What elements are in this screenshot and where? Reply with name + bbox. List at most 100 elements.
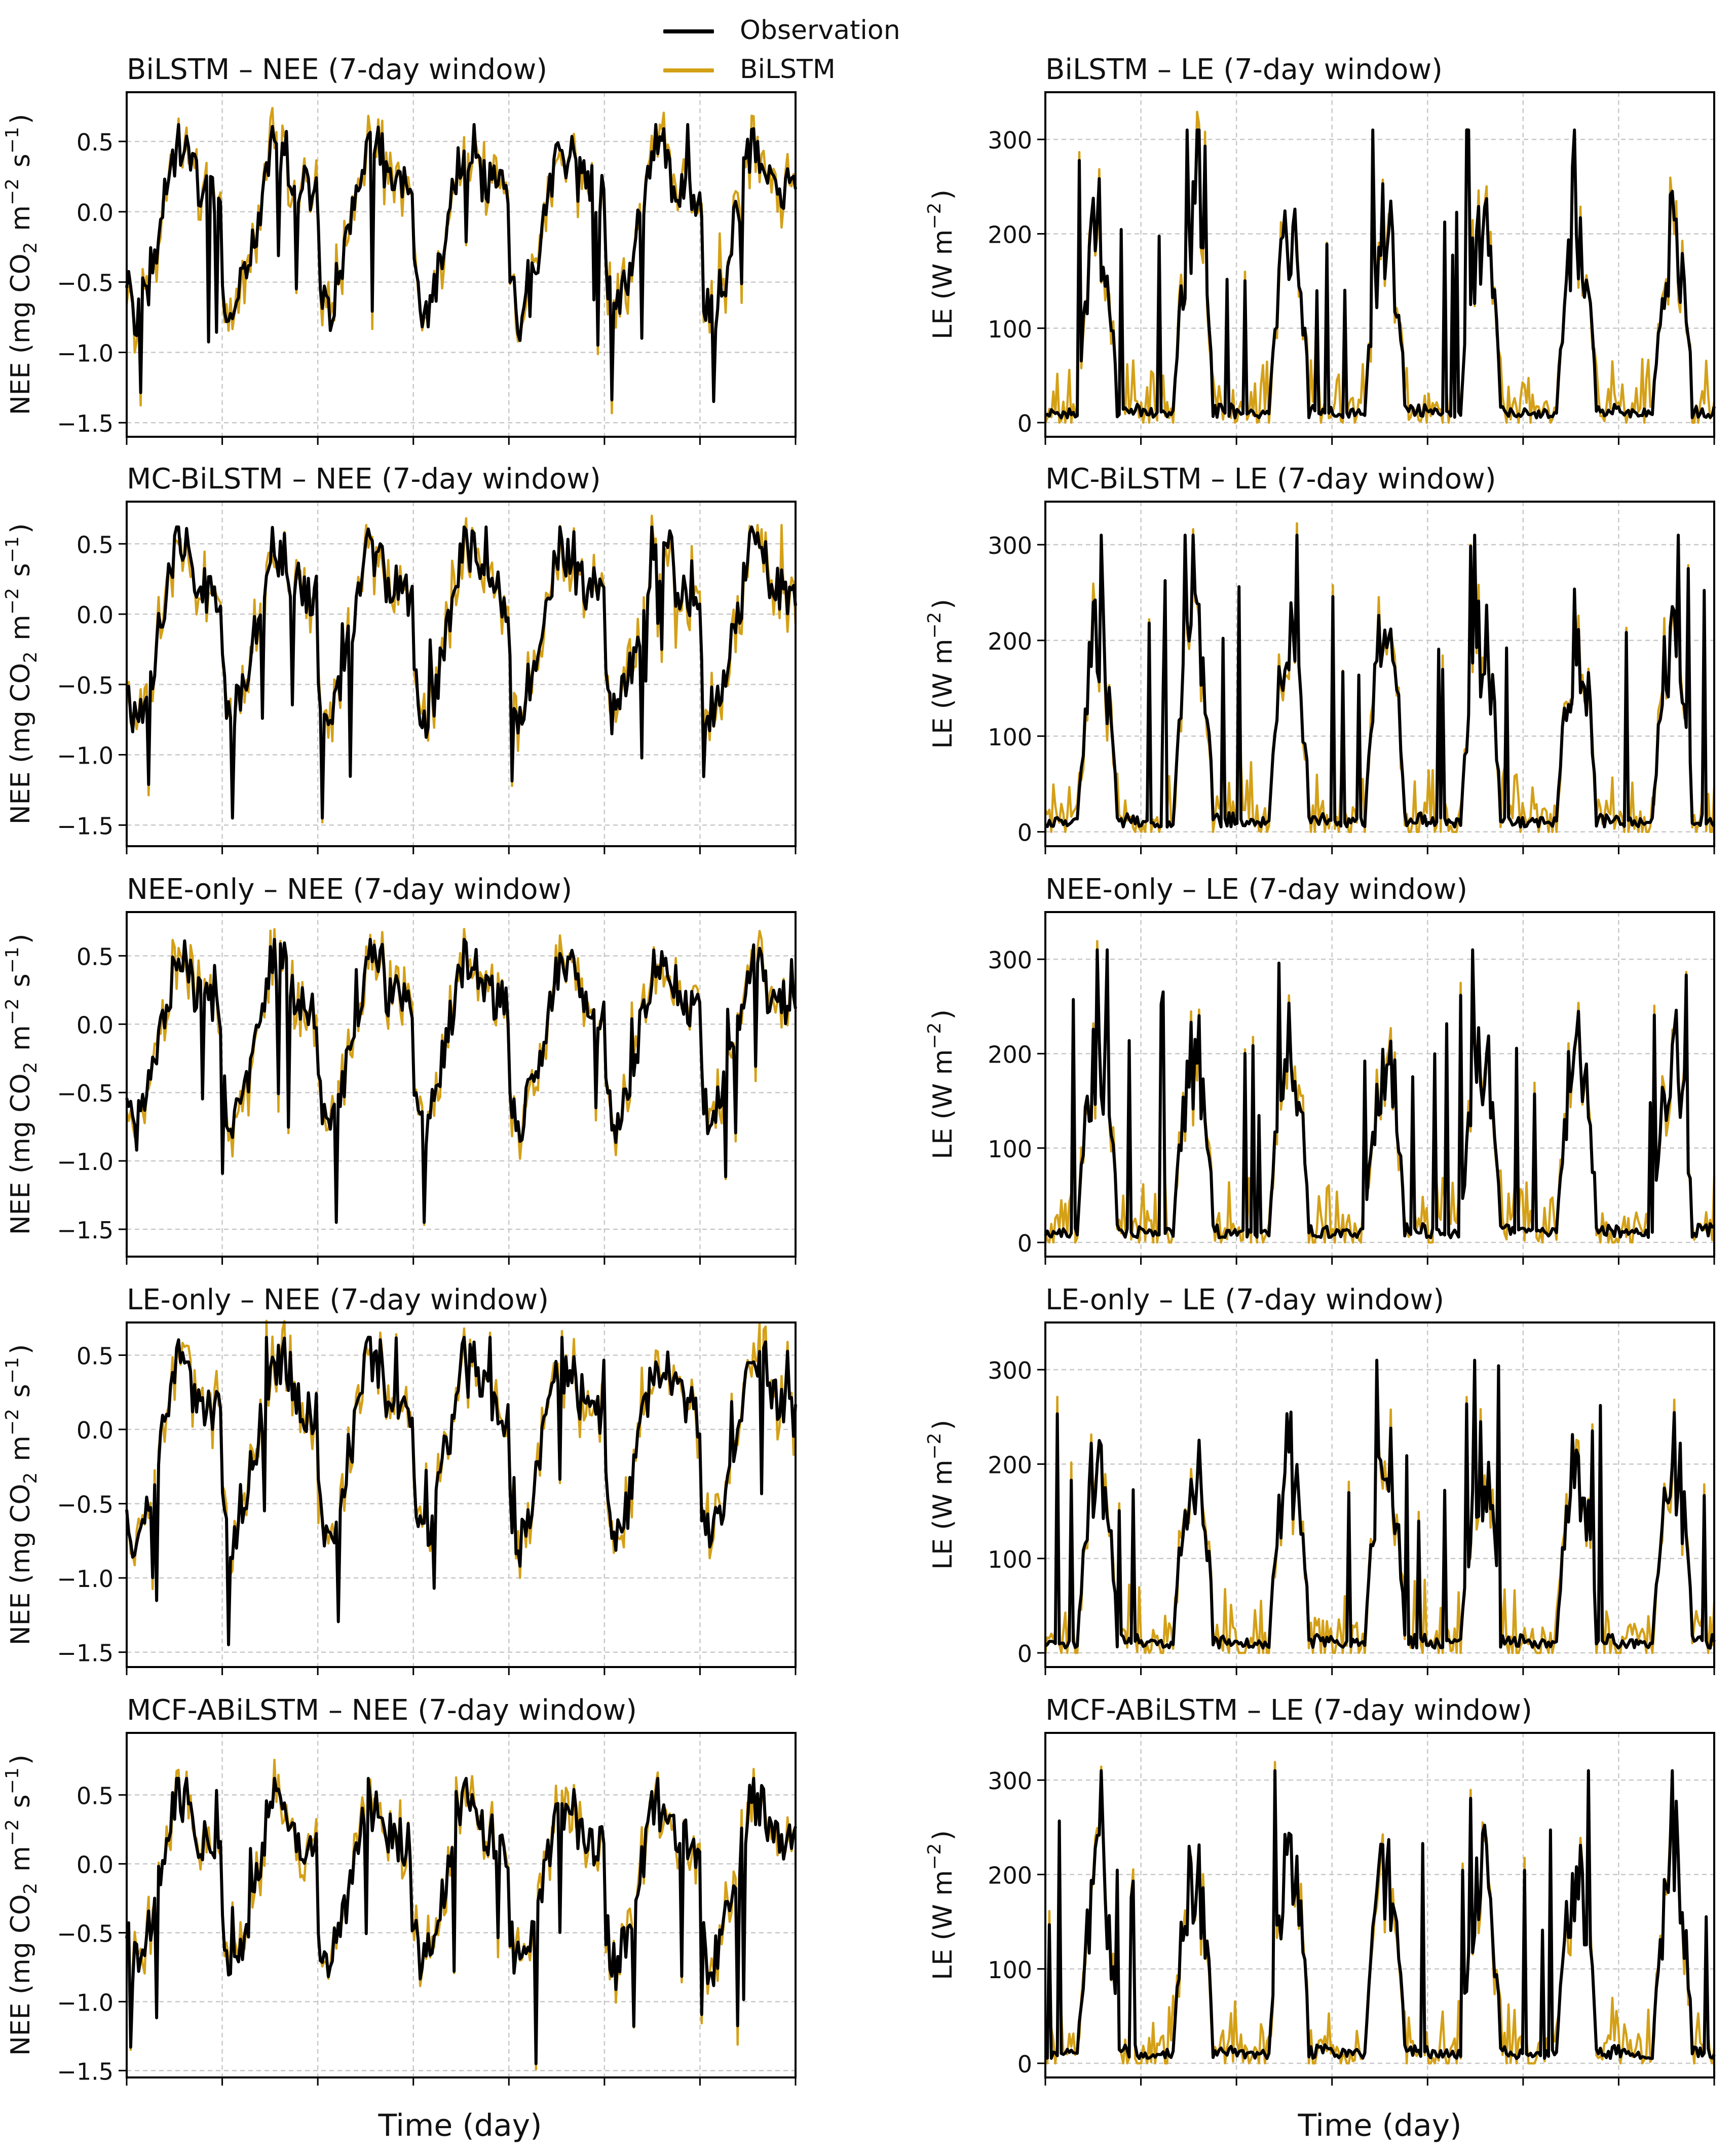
y-axis-label: NEE (mg CO2 m−2 s−1 ): [2, 1755, 41, 2056]
y-tick-label: 0.0: [77, 1417, 114, 1444]
axes-frame: [1044, 911, 1715, 1258]
y-tick-label: 0: [1017, 819, 1032, 847]
y-tick-label: 0.0: [77, 199, 114, 226]
y-tick-label: 300: [988, 1767, 1032, 1795]
observation-line: [1044, 128, 1716, 420]
subplot-nee-only-le: 0 100 200 300 NEE-only – LE (7-day window) LE…: [924, 873, 1716, 1265]
y-tick-label: 100: [988, 1136, 1032, 1163]
legend-label-prediction: BiLSTM: [740, 54, 836, 85]
subplot-title: MC-BiLSTM – LE (7-day window): [1045, 463, 1496, 496]
y-tick-label: 0.0: [77, 1851, 114, 1878]
subplot-title: LE-only – LE (7-day window): [1045, 1283, 1444, 1316]
axes-frame: [1044, 501, 1715, 847]
legend-swatch-prediction: [663, 68, 714, 72]
y-tick-label: 0.5: [77, 943, 114, 970]
y-tick-label: −1.0: [57, 1565, 114, 1593]
subplot-mc-bilstm-le: 0 100 200 300 MC-BiLSTM – LE (7-day window) L…: [924, 463, 1716, 854]
x-axis-label-right: Time (day): [1298, 2108, 1462, 2143]
y-tick-label: −1.5: [57, 812, 114, 840]
y-tick-label: −0.5: [57, 1491, 114, 1519]
y-axis-label: LE (W m−2 ): [924, 1420, 958, 1570]
observation-line: [1044, 1358, 1716, 1650]
observation-line: [125, 525, 797, 820]
y-tick-label: −1.5: [57, 1217, 114, 1244]
y-tick-label: 100: [988, 1956, 1032, 1984]
subplot-mcf-abilstm-nee: −1.5 −1.0 −0.5 0.0 0.5 MCF-ABiLSTM – NEE (7-d…: [2, 1694, 797, 2086]
axes-frame: [1044, 1321, 1715, 1668]
observation-line: [125, 938, 797, 1224]
y-tick-label: 100: [988, 724, 1032, 751]
prediction-line: [1044, 1761, 1716, 2065]
legend-swatch-observation: [663, 29, 714, 33]
y-tick-label: −0.5: [57, 1920, 114, 1947]
axes-frame: [1044, 1732, 1715, 2078]
y-tick-label: −1.0: [57, 1989, 114, 2016]
y-tick-label: 200: [988, 1862, 1032, 1889]
subplot-bilstm-nee: −1.5 −1.0 −0.5 0.0 0.5 BiLSTM – NEE (7-day wi…: [2, 53, 797, 445]
y-tick-label: −1.5: [57, 1640, 114, 1667]
subplot-title: NEE-only – NEE (7-day window): [127, 873, 572, 906]
observation-line: [125, 123, 797, 403]
axes-frame: [126, 1321, 797, 1668]
y-axis-label: LE (W m−2 ): [924, 599, 958, 749]
prediction-line: [1044, 522, 1716, 833]
subplot-title: NEE-only – LE (7-day window): [1045, 873, 1467, 906]
subplot-title: LE-only – NEE (7-day window): [127, 1283, 549, 1316]
axes-frame: [126, 911, 797, 1258]
y-tick-label: 0.5: [77, 1782, 114, 1809]
subplot-mcf-abilstm-le: 0 100 200 300 MCF-ABiLSTM – LE (7-day window…: [924, 1694, 1716, 2086]
y-tick-label: −1.0: [57, 339, 114, 367]
legend: Observation BiLSTM: [656, 6, 920, 85]
y-axis-label: LE (W m−2 ): [924, 1830, 958, 1980]
y-axis-label: NEE (mg CO2 m−2 s−1 ): [2, 934, 41, 1235]
axes-frame: [1044, 91, 1715, 438]
subplot-le-only-le: 0 100 200 300 LE-only – LE (7-day window) LE …: [924, 1283, 1716, 1675]
y-axis-label: LE (W m−2 ): [924, 1009, 958, 1159]
y-tick-label: 200: [988, 1041, 1032, 1068]
y-tick-label: −0.5: [57, 270, 114, 297]
prediction-line: [1044, 940, 1716, 1244]
y-tick-label: −0.5: [57, 672, 114, 699]
y-tick-label: −0.5: [57, 1080, 114, 1107]
observation-line: [125, 1776, 797, 2065]
y-tick-label: 0: [1017, 1230, 1032, 1257]
subplot-mc-bilstm-nee: −1.5 −1.0 −0.5 0.0 0.5 MC-BiLSTM – NEE (7-day…: [2, 463, 797, 854]
y-tick-label: −1.0: [57, 742, 114, 770]
legend-item-prediction: BiLSTM: [656, 54, 920, 85]
legend-item-observation: Observation: [656, 15, 920, 46]
subplot-title: MCF-ABiLSTM – LE (7-day window): [1045, 1694, 1532, 1727]
y-tick-label: 200: [988, 221, 1032, 248]
y-tick-label: 0.5: [77, 1342, 114, 1370]
y-tick-label: 0.5: [77, 129, 114, 156]
axes-frame: [126, 1732, 797, 2078]
y-axis-label: LE (W m−2 ): [924, 190, 958, 339]
y-tick-label: 100: [988, 316, 1032, 343]
observation-line: [1044, 534, 1716, 829]
y-tick-label: −1.5: [57, 2058, 114, 2085]
prediction-line: [125, 106, 797, 414]
y-tick-label: −1.5: [57, 410, 114, 437]
prediction-line: [1044, 110, 1716, 424]
subplot-title: MCF-ABiLSTM – NEE (7-day window): [127, 1694, 637, 1727]
y-tick-label: 200: [988, 1451, 1032, 1479]
axes-frame: [126, 501, 797, 847]
subplot-title: MC-BiLSTM – NEE (7-day window): [127, 463, 601, 496]
y-tick-label: 300: [988, 1357, 1032, 1384]
prediction-line: [1044, 1373, 1716, 1654]
y-tick-label: 0: [1017, 2051, 1032, 2078]
y-tick-label: −1.0: [57, 1148, 114, 1176]
subplot-nee-only-nee: −1.5 −1.0 −0.5 0.0 0.5 NEE-only – NEE (7-day …: [2, 873, 797, 1265]
subplot-bilstm-le: 0 100 200 300 BiLSTM – LE (7-day window) LE (…: [924, 53, 1716, 445]
y-tick-label: 0.5: [77, 531, 114, 558]
y-axis-label: NEE (mg CO2 m−2 s−1 ): [2, 523, 41, 825]
y-tick-label: 0: [1017, 1640, 1032, 1668]
observation-line: [1044, 1769, 1716, 2060]
y-tick-label: 200: [988, 628, 1032, 655]
y-tick-label: 300: [988, 947, 1032, 974]
legend-label-observation: Observation: [740, 15, 900, 46]
y-tick-label: 300: [988, 532, 1032, 559]
y-tick-label: 0.0: [77, 601, 114, 629]
y-tick-label: 0.0: [77, 1011, 114, 1039]
